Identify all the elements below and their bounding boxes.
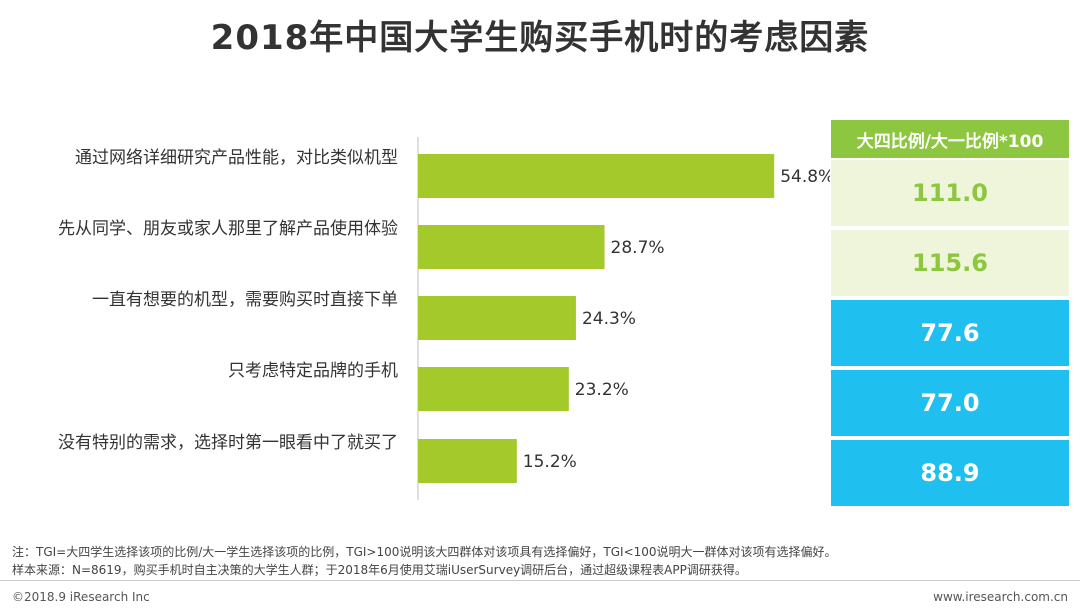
data-label: 15.2% <box>523 452 577 472</box>
category-label: 一直有想要的机型，需要购买时直接下单 <box>92 290 398 310</box>
bar <box>418 225 605 269</box>
tgi-value: 111.0 <box>831 158 1069 226</box>
footer-divider <box>0 580 1080 581</box>
data-label: 24.3% <box>582 309 636 329</box>
copyright: ©2018.9 iResearch Inc <box>12 590 150 604</box>
category-label: 没有特别的需求，选择时第一眼看中了就买了 <box>58 433 398 453</box>
category-label: 只考虑特定品牌的手机 <box>228 361 398 381</box>
category-label: 先从同学、朋友或家人那里了解产品使用体验 <box>58 218 398 239</box>
website: www.iresearch.com.cn <box>933 590 1068 604</box>
bar-chart: 通过网络详细研究产品性能，对比类似机型 54.8% 先从同学、朋友或家人那里了解产品… <box>58 137 830 500</box>
note-sample: 样本来源：N=8619，购买手机时自主决策的大学生人群；于2018年6月使用艾瑞… <box>12 563 747 577</box>
data-label: 54.8% <box>780 167 830 187</box>
tgi-value: 77.6 <box>831 298 1069 366</box>
bar <box>418 154 775 198</box>
tgi-value: 77.0 <box>831 368 1069 436</box>
category-label: 通过网络详细研究产品性能，对比类似机型 <box>75 148 398 168</box>
chart-title: 2018年中国大学生购买手机时的考虑因素 <box>210 18 870 58</box>
bar <box>418 367 569 411</box>
tgi-value: 115.6 <box>831 228 1069 296</box>
tgi-header: 大四比例/大一比例*100 <box>831 120 1069 158</box>
data-label: 23.2% <box>575 380 629 400</box>
note-tgi: 注：TGI=大四学生选择该项的比例/大一学生选择该项的比例，TGI>100说明该… <box>12 545 837 559</box>
tgi-value: 88.9 <box>831 438 1069 506</box>
data-label: 28.7% <box>611 238 665 258</box>
bar <box>418 296 576 340</box>
bar <box>418 439 517 483</box>
